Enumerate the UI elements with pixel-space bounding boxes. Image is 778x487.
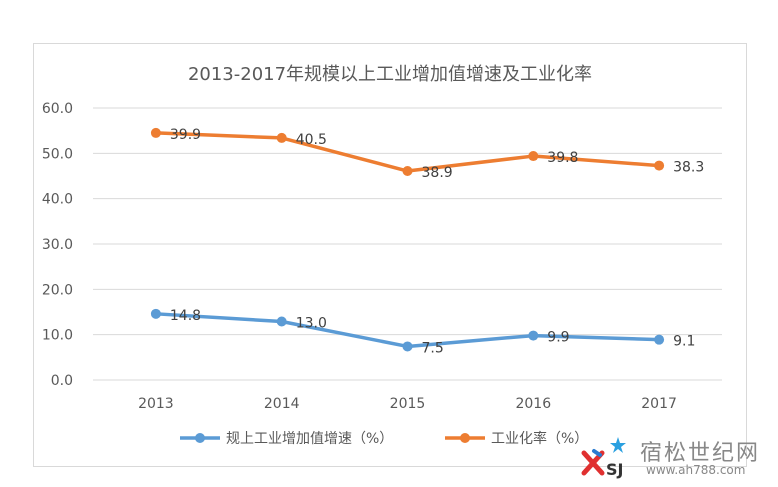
y-tick-label: 40.0 (42, 192, 73, 208)
watermark-site-name: 宿松世纪网 (640, 441, 761, 466)
legend-label: 规上工业增加值增速（%） (226, 431, 393, 447)
x-tick-label: 2015 (390, 396, 426, 412)
chart-title: 2013-2017年规模以上工业增加值增速及工业化率 (187, 64, 593, 85)
data-point (150, 127, 161, 138)
data-label: 14.8 (170, 308, 201, 324)
data-point (402, 341, 413, 352)
y-tick-label: 50.0 (42, 146, 73, 162)
series-line (155, 131, 660, 173)
watermark: SJ 宿松世纪网 www.ah788.com (580, 431, 770, 481)
data-point (528, 330, 539, 341)
y-tick-label: 20.0 (42, 282, 73, 298)
data-point (654, 334, 665, 345)
watermark-url: www.ah788.com (646, 463, 746, 477)
data-label: 38.3 (673, 160, 704, 176)
data-label: 39.9 (170, 127, 201, 143)
data-label: 9.1 (673, 334, 695, 350)
y-tick-label: 10.0 (42, 328, 73, 344)
data-point (402, 166, 413, 177)
data-point (276, 316, 287, 327)
data-label: 9.9 (547, 330, 569, 346)
y-tick-label: 0.0 (51, 373, 73, 389)
data-label: 13.0 (296, 316, 327, 332)
y-tick-label: 60.0 (42, 101, 73, 117)
data-label: 39.8 (547, 150, 578, 166)
data-label: 40.5 (296, 132, 327, 148)
legend-marker (460, 433, 470, 443)
legend-marker (195, 433, 205, 443)
chart-frame (33, 43, 747, 467)
data-label: 7.5 (422, 340, 444, 356)
logo-text: SJ (606, 460, 623, 479)
data-point (654, 160, 665, 171)
data-point (528, 151, 539, 162)
site-logo-icon: SJ (581, 437, 626, 479)
x-tick-label: 2016 (515, 396, 551, 412)
x-tick-label: 2017 (641, 396, 677, 412)
data-point (150, 308, 161, 319)
legend-label: 工业化率（%） (491, 430, 588, 447)
x-tick-label: 2014 (264, 396, 300, 412)
y-tick-label: 30.0 (42, 237, 73, 253)
x-tick-label: 2013 (138, 396, 174, 412)
data-label: 38.9 (422, 165, 453, 181)
data-point (276, 132, 287, 143)
